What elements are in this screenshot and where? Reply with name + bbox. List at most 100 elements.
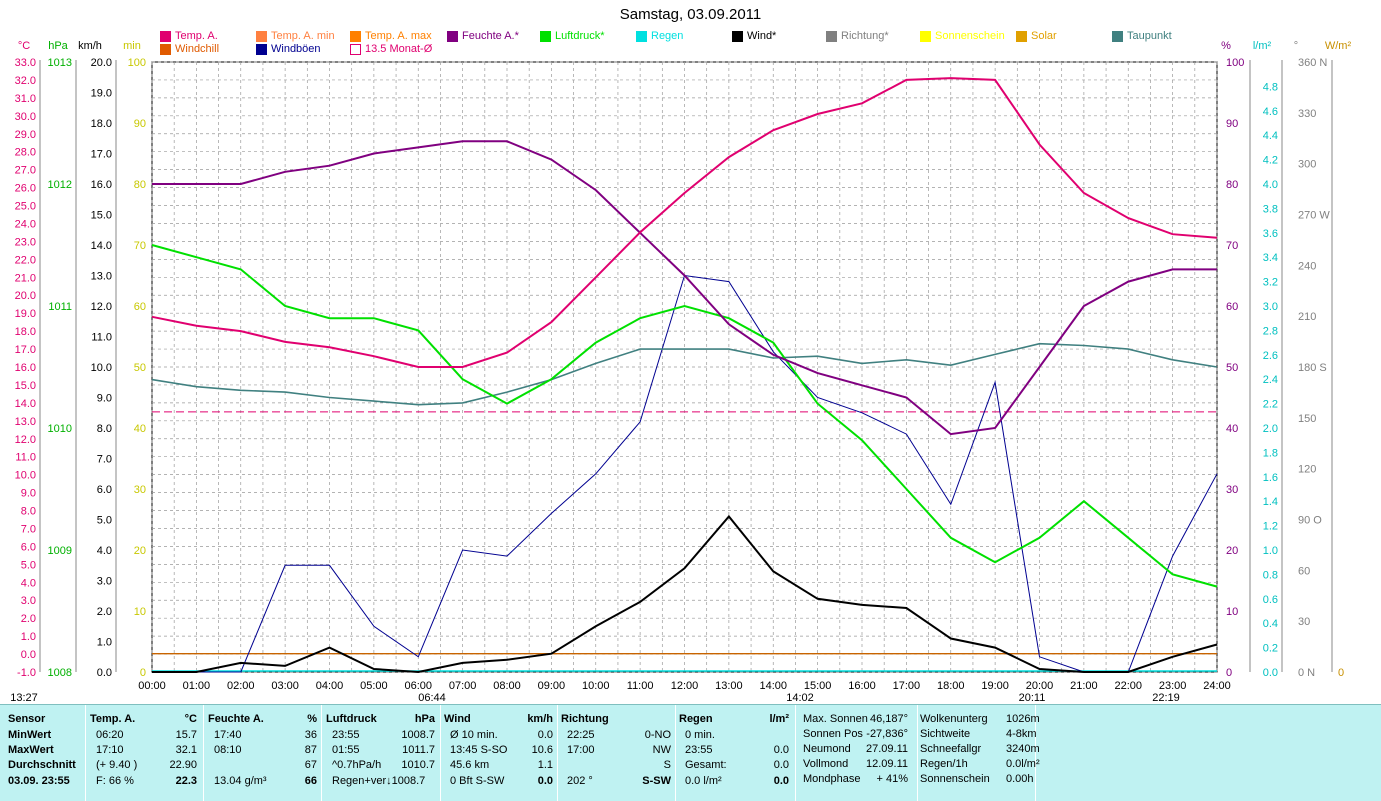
temp-tick-label: 23.0 bbox=[15, 236, 36, 248]
rain-tick-label: 0.4 bbox=[1263, 618, 1278, 630]
temp-tick-label: 27.0 bbox=[15, 165, 36, 177]
panel-divider bbox=[795, 705, 796, 801]
min-tick-label: 60 bbox=[134, 301, 146, 313]
min-tick-label: 0 bbox=[140, 667, 146, 679]
cloud-row-value: 1026m bbox=[1006, 713, 1040, 725]
sunrise-label: 06:44 bbox=[418, 692, 446, 704]
legend-label: Richtung* bbox=[841, 30, 889, 42]
wind-row-label: 13:45 S-SO bbox=[450, 744, 508, 756]
time-tick-label: 17:00 bbox=[893, 680, 921, 692]
humidity-footer-value: 66 bbox=[304, 775, 317, 787]
pct-tick-label: 50 bbox=[1226, 362, 1238, 374]
temp-tick-label: 7.0 bbox=[21, 523, 36, 535]
pct-tick-label: 80 bbox=[1226, 179, 1238, 191]
wind-row-label: 45.6 km bbox=[450, 759, 490, 771]
pct-tick-label: 70 bbox=[1226, 240, 1238, 252]
humidity-row-label: 17:40 bbox=[214, 729, 242, 741]
panel-divider bbox=[321, 705, 322, 801]
sensor-date: 03.09. 23:55 bbox=[8, 775, 70, 787]
kmh-tick-label: 16.0 bbox=[91, 179, 112, 191]
min-tick-label: 70 bbox=[134, 240, 146, 252]
temp-tick-label: 8.0 bbox=[21, 506, 36, 518]
rain-tick-label: 4.6 bbox=[1263, 106, 1278, 118]
temp-tick-label: 13.0 bbox=[15, 416, 36, 428]
legend-swatch bbox=[732, 30, 743, 42]
legend-swatch bbox=[160, 43, 171, 55]
temp-tick-label: 9.0 bbox=[21, 488, 36, 500]
kmh-tick-label: 1.0 bbox=[97, 637, 112, 649]
humidity-header: Feuchte A. bbox=[208, 713, 264, 725]
kmh-tick-label: 14.0 bbox=[91, 240, 112, 252]
sun-row-label: Mondphase bbox=[803, 773, 861, 785]
temp-footer-value: 22.3 bbox=[175, 775, 197, 787]
legend-swatch bbox=[350, 30, 361, 42]
time-tick-label: 13:00 bbox=[715, 680, 743, 692]
direction-tick-label: 150 bbox=[1298, 413, 1316, 425]
rain-tick-label: 3.8 bbox=[1263, 203, 1278, 215]
hpa-tick-label: 1008 bbox=[48, 667, 72, 679]
rain-tick-label: 3.0 bbox=[1263, 301, 1278, 313]
time-tick-label: 00:00 bbox=[138, 680, 166, 692]
legend-label: Sonnenschein bbox=[935, 30, 1005, 42]
rain-tick-label: 1.4 bbox=[1263, 496, 1278, 508]
time-tick-label: 04:00 bbox=[316, 680, 344, 692]
time-tick-label: 20:00 bbox=[1026, 680, 1054, 692]
temp-row-value: 32.1 bbox=[175, 744, 197, 756]
sun-row-value: 46,187° bbox=[869, 713, 908, 725]
direction-tick-label: 270 W bbox=[1298, 210, 1330, 222]
kmh-tick-label: 6.0 bbox=[97, 484, 112, 496]
time-tick-label: 06:00 bbox=[404, 680, 432, 692]
direction-row-value: NW bbox=[652, 744, 671, 756]
legend-label: Windböen bbox=[271, 43, 321, 55]
transit-label: 14:02 bbox=[786, 692, 814, 704]
cloud-row-label: Schneefallgr bbox=[920, 743, 982, 755]
wm2-tick-label: 0 bbox=[1338, 667, 1344, 679]
rain-row-value: 0.0 bbox=[773, 759, 789, 771]
legend-label: Temp. A. bbox=[175, 30, 218, 42]
temperature-series-line bbox=[151, 77, 1218, 368]
temp-row-value: 22.90 bbox=[169, 759, 197, 771]
sensor-header: Sensor bbox=[8, 713, 46, 725]
kmh-tick-label: 20.0 bbox=[91, 57, 112, 69]
time-tick-label: 10:00 bbox=[582, 680, 610, 692]
temp-footer-label: F: 66 % bbox=[96, 775, 134, 787]
legend-item: Regen bbox=[636, 30, 683, 42]
panel-divider bbox=[203, 705, 204, 801]
legend-swatch bbox=[636, 30, 647, 42]
cloud-row-label: Sichtweite bbox=[920, 728, 971, 740]
direction-tick-label: 360 N bbox=[1298, 57, 1327, 69]
rain-tick-label: 1.2 bbox=[1263, 521, 1278, 533]
rain-tick-label: 0.2 bbox=[1263, 643, 1278, 655]
humidity-footer-label: 13.04 g/m³ bbox=[214, 775, 267, 787]
legend-label: Regen bbox=[651, 30, 684, 42]
temp-row-label: 17:10 bbox=[96, 744, 124, 756]
rain-tick-label: 2.2 bbox=[1263, 399, 1278, 411]
temp-tick-label: 3.0 bbox=[21, 595, 36, 607]
legend-item: Sonnenschein bbox=[920, 30, 1005, 42]
hpa-tick-label: 1013 bbox=[48, 57, 72, 69]
min-unit-label: min bbox=[123, 40, 141, 52]
humidity-series-line bbox=[152, 140, 1217, 436]
min-tick-label: 30 bbox=[134, 484, 146, 496]
wind-row-label: Ø 10 min. bbox=[450, 729, 498, 741]
wind-row-value: 1.1 bbox=[537, 759, 553, 771]
humidity-unit: % bbox=[307, 713, 317, 725]
legend-swatch bbox=[256, 30, 267, 42]
temp-tick-label: 14.0 bbox=[15, 398, 36, 410]
legend-label: Taupunkt bbox=[1127, 30, 1172, 42]
time-tick-label: 22:00 bbox=[1114, 680, 1142, 692]
legend-swatch bbox=[350, 43, 361, 55]
pressure-series-line bbox=[151, 244, 1218, 588]
legend-item: Windböen bbox=[256, 43, 321, 55]
legend-label: Luftdruck* bbox=[555, 30, 605, 42]
kmh-tick-label: 10.0 bbox=[91, 362, 112, 374]
legend-label: Wind* bbox=[747, 30, 777, 42]
cloud-row-label: Wolkenunterg bbox=[920, 713, 988, 725]
pct-tick-label: 10 bbox=[1226, 606, 1238, 618]
temp-header: Temp. A. bbox=[90, 713, 136, 725]
direction-tick-label: 30 bbox=[1298, 616, 1310, 628]
rain-row-label: 0 min. bbox=[685, 729, 715, 741]
kmh-tick-label: 18.0 bbox=[91, 118, 112, 130]
min-tick-label: 50 bbox=[134, 362, 146, 374]
legend-label: Temp. A. min bbox=[271, 30, 335, 42]
